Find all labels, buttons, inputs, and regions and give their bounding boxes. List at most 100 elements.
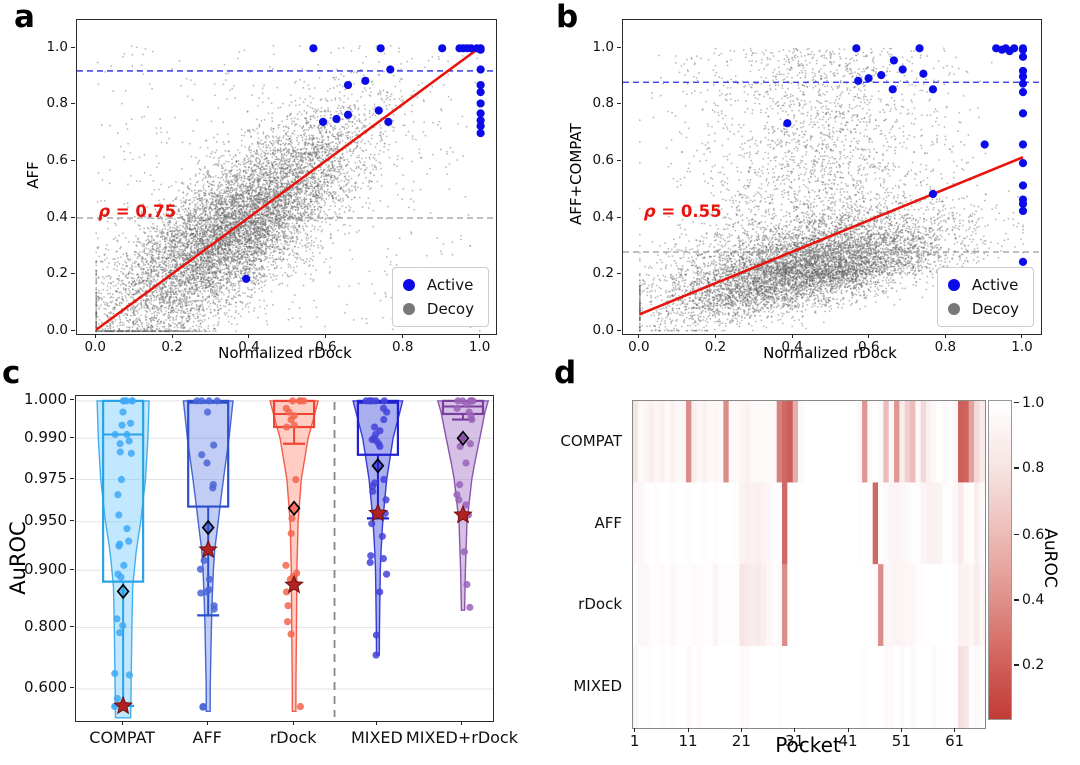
- y-tick-mark: [617, 103, 621, 105]
- data-point: [111, 430, 119, 439]
- star-marker: [284, 574, 304, 594]
- data-point: [113, 694, 121, 703]
- data-point: [125, 437, 133, 445]
- row-label-MIXED: MIXED: [573, 677, 622, 696]
- x-tick-label: 31: [785, 732, 805, 750]
- x-tick-mark: [121, 721, 123, 725]
- legend-item-active: Active: [947, 273, 1019, 297]
- data-point: [199, 703, 207, 711]
- data-point: [118, 421, 126, 429]
- colorbar-tick: 1.0: [1014, 396, 1044, 410]
- y-tick-label: 0.4: [592, 208, 614, 225]
- star-marker: [198, 539, 218, 559]
- star-marker: [368, 503, 388, 522]
- x-tick-label: 1: [629, 732, 640, 750]
- data-point: [123, 430, 131, 439]
- panel-d-plot: [632, 400, 986, 729]
- category-label-MIXED+rDock: MIXED+rDock: [405, 728, 518, 747]
- x-axis-label-d: Pocket: [775, 733, 841, 757]
- data-point: [196, 565, 205, 573]
- data-point: [125, 671, 134, 679]
- y-tick-label: 1.0: [592, 38, 614, 55]
- data-point: [193, 397, 201, 405]
- colorbar-tick: 0.2: [1014, 658, 1044, 672]
- mean-diamond: [287, 500, 301, 517]
- x-tick-mark: [740, 728, 742, 732]
- active-dot-icon: [947, 279, 960, 291]
- data-point: [466, 603, 474, 611]
- legend-label: Active: [971, 276, 1019, 294]
- data-point: [114, 491, 122, 499]
- data-point: [120, 397, 128, 405]
- x-axis-label-a: Normalized rDock: [218, 344, 352, 362]
- y-tick-mark: [71, 329, 75, 331]
- legend-label: Decoy: [426, 300, 474, 318]
- data-point: [366, 558, 374, 567]
- data-point: [368, 520, 376, 528]
- data-point: [285, 408, 293, 416]
- y-tick-label: 0.990: [24, 427, 67, 446]
- data-point: [290, 421, 298, 429]
- data-point: [368, 397, 376, 405]
- data-point: [455, 496, 463, 504]
- data-point: [120, 561, 128, 569]
- y-tick-mark: [70, 399, 74, 401]
- colorbar-tick-mark: [1014, 467, 1019, 469]
- x-tick-mark: [248, 334, 250, 338]
- x-tick-mark: [292, 721, 294, 725]
- data-point: [369, 487, 377, 495]
- data-point: [372, 631, 381, 639]
- y-tick-label: 0.600: [24, 678, 67, 697]
- panel-b-letter: b: [556, 0, 579, 35]
- x-tick-mark: [944, 334, 946, 338]
- data-point: [213, 397, 221, 405]
- data-point: [460, 548, 468, 556]
- y-tick-label: 0.2: [46, 265, 68, 282]
- y-tick-mark: [617, 329, 621, 331]
- data-point: [116, 440, 124, 448]
- x-tick-label: 21: [731, 732, 751, 750]
- legend-item-active: Active: [402, 273, 474, 297]
- x-tick-label: 61: [945, 732, 965, 750]
- y-tick-mark: [70, 520, 74, 522]
- mean-diamond: [201, 519, 215, 536]
- data-point: [379, 554, 387, 563]
- panel-b-plot: ρ = 0.55 Active Decoy: [622, 19, 1042, 335]
- data-point: [376, 588, 384, 596]
- y-tick-label: 0.6: [592, 151, 614, 168]
- colorbar-tick: 0.4: [1014, 593, 1044, 607]
- correlation-annotation-a: ρ = 0.75: [98, 202, 176, 221]
- colorbar-tick-label: 0.2: [1022, 656, 1045, 673]
- row-label-AFF: AFF: [594, 513, 622, 532]
- data-point: [380, 397, 388, 405]
- x-tick-label: 0.0: [84, 339, 106, 355]
- x-tick-label: 0.0: [628, 339, 650, 355]
- y-tick-label: 0.950: [24, 511, 67, 530]
- x-tick-label: 41: [838, 732, 858, 750]
- x-tick-label: 0.2: [704, 339, 727, 355]
- category-label-AFF: AFF: [192, 728, 222, 747]
- colorbar-tick-label: 0.8: [1022, 459, 1045, 476]
- x-tick-label: 0.6: [857, 339, 880, 355]
- mean-diamond: [456, 430, 470, 447]
- data-point: [370, 423, 379, 431]
- y-tick-label: 0.8: [46, 95, 68, 112]
- data-point: [117, 573, 125, 581]
- x-tick-mark: [171, 334, 173, 338]
- data-point: [115, 542, 123, 550]
- data-point: [380, 475, 388, 484]
- y-tick-label: 0.800: [24, 616, 67, 635]
- data-point: [119, 622, 127, 630]
- data-point: [210, 605, 218, 613]
- y-tick-mark: [617, 216, 621, 218]
- x-tick-mark: [634, 728, 636, 732]
- x-tick-mark: [954, 728, 956, 732]
- y-tick-label: 1.0: [46, 38, 68, 55]
- panel-a-plot: ρ = 0.75 Active Decoy: [76, 19, 497, 335]
- colorbar-tick: 0.8: [1014, 461, 1044, 475]
- colorbar-tick-mark: [1014, 533, 1019, 536]
- data-point: [287, 415, 295, 424]
- data-point: [116, 448, 124, 456]
- data-point: [453, 404, 461, 412]
- panel-c-letter: c: [2, 355, 21, 391]
